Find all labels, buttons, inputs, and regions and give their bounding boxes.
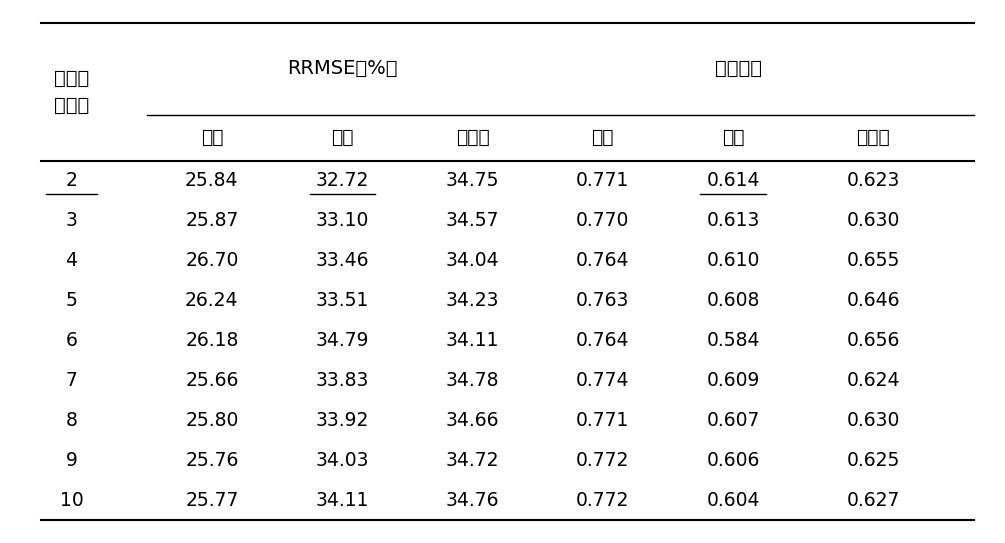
Text: 0.774: 0.774 [576, 371, 629, 390]
Text: 4: 4 [65, 251, 77, 270]
Text: 테스트: 테스트 [455, 128, 489, 147]
Text: 33.83: 33.83 [316, 371, 369, 390]
Text: 0.606: 0.606 [707, 451, 760, 470]
Text: 34.03: 34.03 [316, 451, 369, 470]
Text: 0.613: 0.613 [707, 211, 760, 230]
Text: 0.627: 0.627 [846, 490, 900, 509]
Text: 상관계수: 상관계수 [715, 59, 762, 78]
Text: 33.10: 33.10 [316, 211, 369, 230]
Text: 26.70: 26.70 [185, 251, 238, 270]
Text: 26.18: 26.18 [185, 331, 238, 350]
Text: 34.11: 34.11 [445, 331, 499, 350]
Text: 25.77: 25.77 [185, 490, 238, 509]
Text: 학습: 학습 [201, 128, 223, 147]
Text: 2: 2 [65, 171, 77, 190]
Text: 검증: 검증 [722, 128, 745, 147]
Text: 0.623: 0.623 [846, 171, 900, 190]
Text: 0.655: 0.655 [846, 251, 900, 270]
Text: 0.614: 0.614 [707, 171, 760, 190]
Text: 25.84: 25.84 [185, 171, 238, 190]
Text: 0.771: 0.771 [576, 171, 629, 190]
Text: 25.66: 25.66 [185, 371, 238, 390]
Text: 3: 3 [65, 211, 77, 230]
Text: 0.584: 0.584 [707, 331, 760, 350]
Text: 10: 10 [59, 490, 83, 509]
Text: 0.771: 0.771 [576, 411, 629, 430]
Text: 34.57: 34.57 [445, 211, 499, 230]
Text: 0.610: 0.610 [707, 251, 760, 270]
Text: 32.72: 32.72 [316, 171, 369, 190]
Text: 학습: 학습 [592, 128, 614, 147]
Text: 테스트: 테스트 [856, 128, 890, 147]
Text: 7: 7 [65, 371, 77, 390]
Text: 0.604: 0.604 [707, 490, 760, 509]
Text: 검증: 검증 [331, 128, 354, 147]
Text: 33.46: 33.46 [316, 251, 369, 270]
Text: 26.24: 26.24 [185, 291, 238, 310]
Text: 0.608: 0.608 [707, 291, 760, 310]
Text: 33.92: 33.92 [316, 411, 369, 430]
Text: 0.764: 0.764 [576, 251, 629, 270]
Text: 34.66: 34.66 [445, 411, 499, 430]
Text: 0.772: 0.772 [576, 490, 629, 509]
Text: 25.76: 25.76 [185, 451, 238, 470]
Text: 0.764: 0.764 [576, 331, 629, 350]
Text: 34.78: 34.78 [445, 371, 499, 390]
Text: 0.624: 0.624 [846, 371, 900, 390]
Text: 34.75: 34.75 [445, 171, 499, 190]
Text: 6: 6 [65, 331, 77, 350]
Text: 0.630: 0.630 [846, 411, 900, 430]
Text: 8: 8 [65, 411, 77, 430]
Text: RRMSE（%）: RRMSE（%） [286, 59, 397, 78]
Text: 0.772: 0.772 [576, 451, 629, 470]
Text: 25.80: 25.80 [185, 411, 238, 430]
Text: 0.625: 0.625 [846, 451, 900, 470]
Text: 34.72: 34.72 [445, 451, 499, 470]
Text: 0.770: 0.770 [576, 211, 629, 230]
Text: 0.607: 0.607 [707, 411, 760, 430]
Text: 0.630: 0.630 [846, 211, 900, 230]
Text: 25.87: 25.87 [185, 211, 238, 230]
Text: 34.76: 34.76 [445, 490, 499, 509]
Text: 0.609: 0.609 [707, 371, 760, 390]
Text: 34.11: 34.11 [316, 490, 369, 509]
Text: 34.23: 34.23 [445, 291, 499, 310]
Text: 33.51: 33.51 [316, 291, 369, 310]
Text: 은닉층
노드수: 은닉층 노드수 [54, 69, 89, 115]
Text: 9: 9 [65, 451, 77, 470]
Text: 0.646: 0.646 [846, 291, 900, 310]
Text: 0.656: 0.656 [846, 331, 900, 350]
Text: 0.763: 0.763 [576, 291, 629, 310]
Text: 34.79: 34.79 [316, 331, 369, 350]
Text: 5: 5 [65, 291, 77, 310]
Text: 34.04: 34.04 [445, 251, 499, 270]
